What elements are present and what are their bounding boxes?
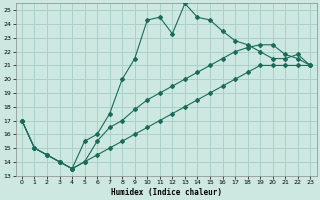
X-axis label: Humidex (Indice chaleur): Humidex (Indice chaleur) [111, 188, 221, 197]
